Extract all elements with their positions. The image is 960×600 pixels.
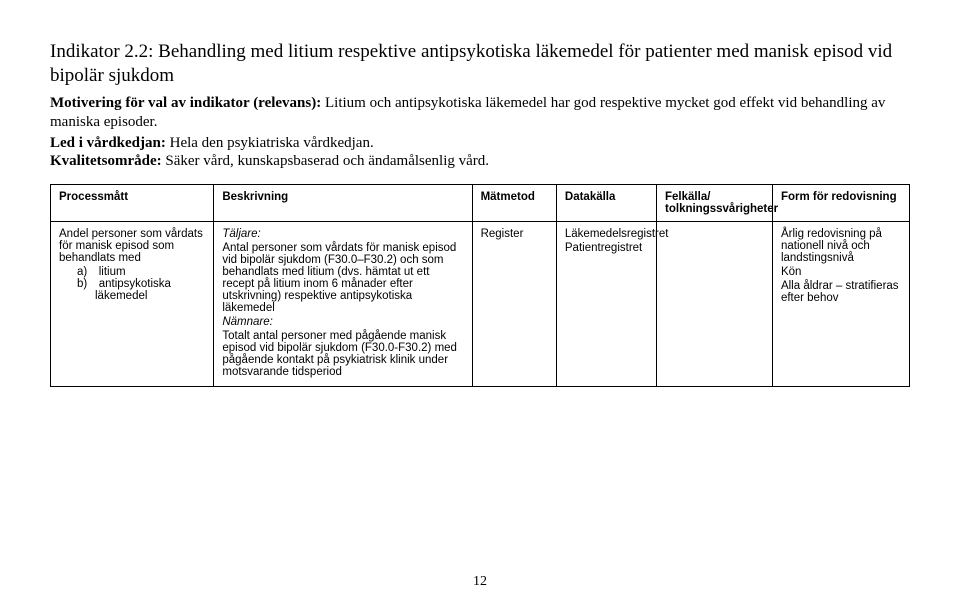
led-text: Hela den psykiatriska vårdkedjan. xyxy=(170,135,374,151)
col-datakalla: Datakälla xyxy=(556,184,656,221)
proc-item-a: a) litium xyxy=(91,266,205,278)
cell-beskrivning: Täljare: Antal personer som vårdats för … xyxy=(214,221,472,386)
table-header-row: Processmått Beskrivning Mätmetod Datakäl… xyxy=(51,184,910,221)
matmetod-value: Register xyxy=(481,228,548,240)
proc-intro: Andel personer som vårdats för manisk ep… xyxy=(59,228,205,264)
form-1: Årlig redovisning på nationell nivå och … xyxy=(781,228,901,264)
cell-datakalla: Läkemedelsregistret Patientregistret xyxy=(556,221,656,386)
cell-matmetod: Register xyxy=(472,221,556,386)
col-form: Form för redovisning xyxy=(772,184,909,221)
indicator-table: Processmått Beskrivning Mätmetod Datakäl… xyxy=(50,184,910,387)
form-3: Alla åldrar – stratifieras efter behov xyxy=(781,280,901,304)
namnare-label: Nämnare: xyxy=(222,316,463,328)
col-processmatt: Processmått xyxy=(51,184,214,221)
datakalla-1: Läkemedelsregistret xyxy=(565,228,648,240)
col-beskrivning: Beskrivning xyxy=(214,184,472,221)
proc-item-b: b) antipsykotiska läkemedel xyxy=(91,278,205,302)
cell-felkalla xyxy=(657,221,773,386)
cell-processmatt: Andel personer som vårdats för manisk ep… xyxy=(51,221,214,386)
taljare-label: Täljare: xyxy=(222,228,463,240)
motivation-line: Motivering för val av indikator (relevan… xyxy=(50,94,910,133)
taljare-text: Antal personer som vårdats för manisk ep… xyxy=(222,242,463,314)
col-matmetod: Mätmetod xyxy=(472,184,556,221)
form-2: Kön xyxy=(781,266,901,278)
kvalitet-text: Säker vård, kunskapsbaserad och ändamåls… xyxy=(165,153,489,169)
kvalitet-label: Kvalitetsområde: xyxy=(50,153,165,169)
page-title: Indikator 2.2: Behandling med litium res… xyxy=(50,40,910,88)
table-row: Andel personer som vårdats för manisk ep… xyxy=(51,221,910,386)
kvalitet-line: Kvalitetsområde: Säker vård, kunskapsbas… xyxy=(50,153,910,170)
cell-form: Årlig redovisning på nationell nivå och … xyxy=(772,221,909,386)
motivation-label: Motivering för val av indikator (relevan… xyxy=(50,95,325,111)
led-label: Led i vårdkedjan: xyxy=(50,135,170,151)
datakalla-2: Patientregistret xyxy=(565,242,648,254)
namnare-text: Totalt antal personer med pågående manis… xyxy=(222,330,463,378)
col-felkalla: Felkälla/ tolkningssvårigheter xyxy=(657,184,773,221)
page-number: 12 xyxy=(0,574,960,590)
led-line: Led i vårdkedjan: Hela den psykiatriska … xyxy=(50,135,910,152)
